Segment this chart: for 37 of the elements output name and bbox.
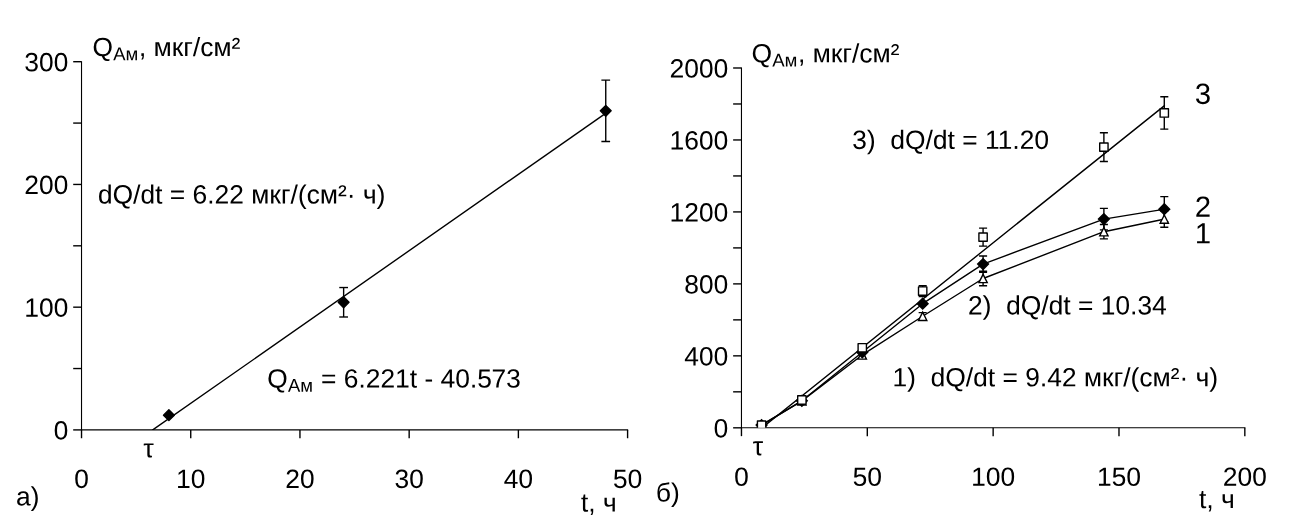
y-axis-title: Q$_{Ам}$, мкг/см² xyxy=(93,36,240,62)
series-label: 2 xyxy=(1196,196,1210,217)
x-axis-title: t, ч xyxy=(581,494,615,515)
x-tick-label: 150 xyxy=(1098,467,1140,487)
y-tick-label: 0 xyxy=(714,418,728,438)
x-axis-title: t, ч xyxy=(1199,491,1233,512)
x-tick-label: 30 xyxy=(395,469,423,489)
annotation: 1) dQ/dt = 9.42 мкг/(см²· ч) xyxy=(894,367,1217,392)
text: б) xyxy=(657,482,679,507)
annotation: 2) dQ/dt = 10.34 xyxy=(969,295,1166,320)
y-tick-label: 400 xyxy=(684,346,728,366)
y-tick-label: 200 xyxy=(25,175,68,195)
text: а) xyxy=(17,486,38,511)
y-tick-label: 0 xyxy=(54,421,68,440)
annotation: τ xyxy=(143,443,154,458)
y-tick-label: 300 xyxy=(25,52,68,72)
y-tick-label: 100 xyxy=(26,298,68,317)
x-tick-label: 0 xyxy=(735,467,748,487)
y-tick-label: 1600 xyxy=(671,131,728,150)
annotation: dQ/dt = 6.22 мкг/(см²· ч) xyxy=(99,184,384,209)
annotation: τ xyxy=(753,441,763,456)
x-tick-label: 50 xyxy=(613,469,642,489)
x-tick-label: 200 xyxy=(1224,467,1266,487)
annotation: Q$_{Ам}$ = 6.221t - 40.573 xyxy=(268,369,520,393)
x-tick-label: 50 xyxy=(853,467,881,487)
x-tick-label: 10 xyxy=(178,469,205,489)
y-tick-label: 1200 xyxy=(671,203,728,222)
x-tick-label: 40 xyxy=(504,469,533,489)
x-tick-label: 20 xyxy=(286,469,314,489)
y-axis-title: Q$_{Ам}$, мкг/см² xyxy=(752,43,899,68)
series-label: 1 xyxy=(1197,223,1210,244)
series-label: 3 xyxy=(1195,83,1210,105)
x-tick-label: 100 xyxy=(973,467,1015,487)
y-tick-label: 2000 xyxy=(670,59,728,78)
annotation: 3) dQ/dt = 11.20 xyxy=(853,129,1048,155)
y-tick-label: 800 xyxy=(685,275,728,294)
x-tick-label: 0 xyxy=(75,469,88,489)
